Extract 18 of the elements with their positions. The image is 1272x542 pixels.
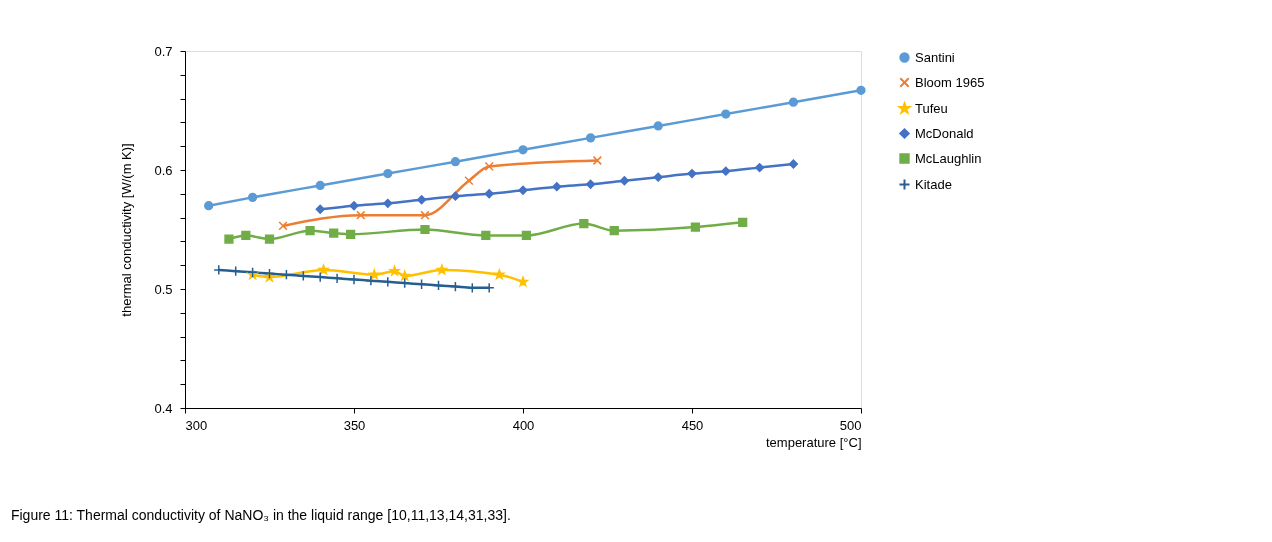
legend-label: Tufeu [915,100,948,116]
legend-label: McDonald [915,125,974,141]
y-tick-label: 0.7 [154,43,173,59]
y-tick-label: 0.6 [154,162,173,178]
legend-label: Kitade [915,176,952,192]
legend-label: Bloom 1965 [915,74,985,90]
legend-label: McLaughlin [915,150,982,166]
y-axis-title: thermal conductivity [W/(m K)] [119,143,135,317]
x-tick-label: 350 [343,417,366,433]
legend-label: Santini [915,49,955,65]
y-tick-label: 0.4 [154,400,173,416]
x-tick-label: 400 [512,417,535,433]
x-axis-title: temperature [°C] [765,434,862,450]
x-tick-label: 300 [185,417,208,433]
y-tick-label: 0.5 [154,281,173,297]
x-tick-label: 450 [681,417,704,433]
x-tick-label: 500 [839,417,862,433]
caption: Figure 11: Thermal conductivity of NaNO₃ in the liquid range [10,11,13,14,31,33]. [10,507,511,523]
